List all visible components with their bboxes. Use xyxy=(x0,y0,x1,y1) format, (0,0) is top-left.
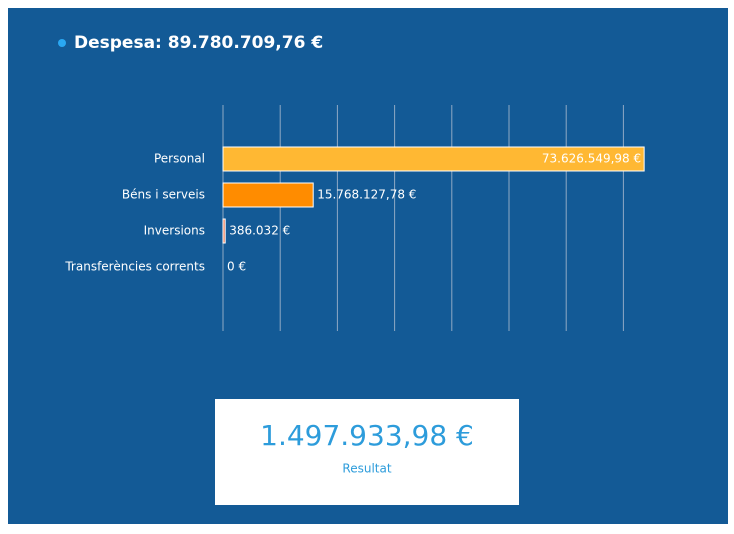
category-label: Inversions xyxy=(144,224,205,238)
chart: Personal 73.626.549,98 € Béns i serveis 15.… xyxy=(64,105,645,331)
value-label: 0 € xyxy=(227,260,246,274)
summary-label: Resultat xyxy=(342,462,391,476)
title: Despesa: 89.780.709,76 € xyxy=(74,33,323,53)
value-label: 15.768.127,78 € xyxy=(317,188,416,202)
summary-box xyxy=(215,399,519,505)
category-label: Béns i serveis xyxy=(122,188,205,202)
category-label: Personal xyxy=(154,152,205,166)
value-label: 73.626.549,98 € xyxy=(542,152,641,166)
summary-value: 1.497.933,98 € xyxy=(260,419,474,452)
bar xyxy=(222,218,226,244)
title-dot xyxy=(58,39,66,47)
bar xyxy=(222,146,645,172)
value-label: 386.032 € xyxy=(229,224,290,238)
bar xyxy=(222,182,314,208)
category-label: Transferències corrents xyxy=(64,260,205,274)
